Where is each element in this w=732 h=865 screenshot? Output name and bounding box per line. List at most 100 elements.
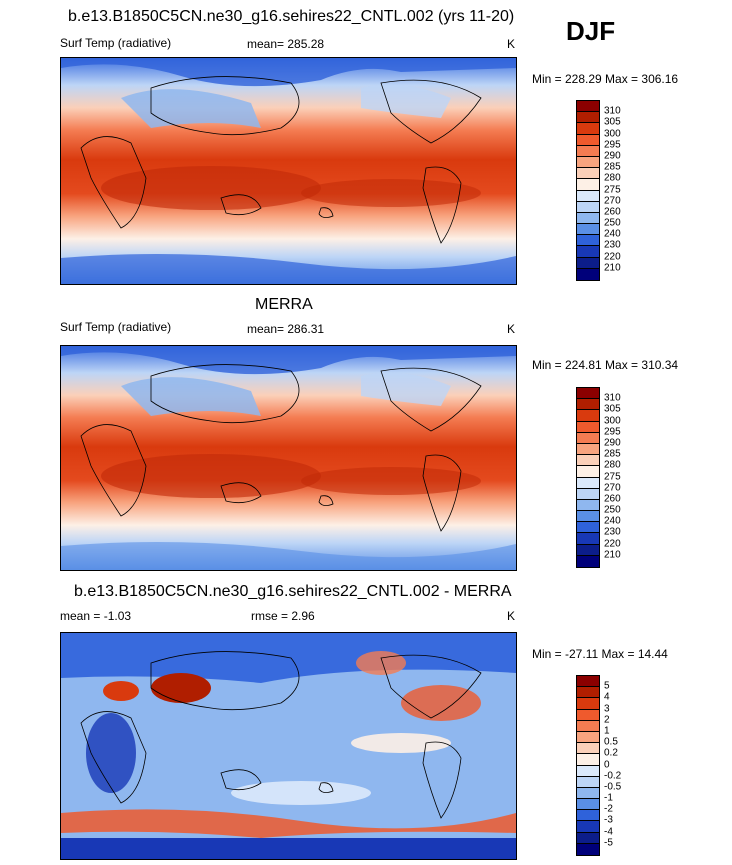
panel3-colorbar xyxy=(576,675,600,856)
colorbar-swatch xyxy=(577,432,599,444)
colorbar-swatch xyxy=(577,466,599,478)
colorbar-tick-label: -0.5 xyxy=(604,781,622,793)
colorbar-tick-label: 290 xyxy=(604,150,621,162)
colorbar-swatch xyxy=(577,212,599,225)
colorbar-swatch xyxy=(577,410,599,422)
panel1-units-label: K xyxy=(507,37,516,51)
colorbar-swatch xyxy=(577,156,599,169)
panel1-variable-label: Surf Temp (radiative) xyxy=(60,36,172,50)
colorbar-tick-label: 270 xyxy=(604,195,621,207)
colorbar-swatch xyxy=(577,268,599,280)
colorbar-tick-label: 275 xyxy=(604,471,621,482)
colorbar-swatch xyxy=(577,477,599,489)
colorbar-tick-label: 210 xyxy=(604,549,621,561)
colorbar-swatch xyxy=(577,754,599,766)
colorbar-tick-label: 230 xyxy=(604,239,621,251)
colorbar-swatch xyxy=(577,511,599,523)
colorbar-swatch xyxy=(577,101,599,113)
season-label: DJF xyxy=(566,16,616,46)
colorbar-swatch xyxy=(577,134,599,146)
panel2-mean-label: mean= 286.31 xyxy=(247,322,325,336)
colorbar-tick-label: 280 xyxy=(604,172,621,184)
colorbar-swatch xyxy=(577,499,599,512)
colorbar-swatch xyxy=(577,399,599,411)
colorbar-swatch xyxy=(577,123,599,135)
panel2-map xyxy=(60,345,517,571)
panel3-title: b.e13.B1850C5CN.ne30_g16.sehires22_CNTL.… xyxy=(74,583,512,600)
colorbar-tick-label: 220 xyxy=(604,251,621,263)
colorbar-swatch xyxy=(577,709,599,721)
colorbar-tick-label: 230 xyxy=(604,526,621,538)
colorbar-tick-label: -1 xyxy=(604,792,613,804)
colorbar-tick-label: 0.2 xyxy=(604,747,618,759)
colorbar-swatch xyxy=(577,731,599,744)
panel2-title: MERRA xyxy=(255,296,313,313)
panel3-map xyxy=(60,632,517,860)
colorbar-swatch xyxy=(577,455,599,467)
colorbar-swatch xyxy=(577,190,599,202)
colorbar-tick-label: 250 xyxy=(604,504,621,516)
colorbar-tick-label: 0.5 xyxy=(604,736,618,748)
colorbar-swatch xyxy=(577,112,599,124)
colorbar-tick-label: 260 xyxy=(604,493,621,505)
colorbar-tick-label: 3 xyxy=(604,703,610,715)
panel1-map xyxy=(60,57,517,285)
colorbar-swatch xyxy=(577,522,599,534)
colorbar-tick-label: -4 xyxy=(604,826,613,838)
colorbar-tick-label: 240 xyxy=(604,515,621,527)
panel3-rmse-label: rmse = 2.96 xyxy=(251,609,315,623)
colorbar-tick-label: 280 xyxy=(604,459,621,471)
colorbar-swatch xyxy=(577,787,599,800)
colorbar-swatch xyxy=(577,698,599,710)
colorbar-swatch xyxy=(577,832,599,844)
colorbar-tick-label: 295 xyxy=(604,139,621,151)
panel1-colorbar xyxy=(576,100,600,281)
panel1-minmax-label: Min = 228.29 Max = 306.16 xyxy=(532,72,679,86)
panel3-minmax-label: Min = -27.11 Max = 14.44 xyxy=(532,647,668,661)
colorbar-swatch xyxy=(577,810,599,822)
colorbar-swatch xyxy=(577,821,599,833)
panel1-title: b.e13.B1850C5CN.ne30_g16.sehires22_CNTL.… xyxy=(68,8,515,25)
colorbar-swatch xyxy=(577,799,599,811)
panel3-units-label: K xyxy=(507,609,516,623)
colorbar-swatch xyxy=(577,388,599,400)
panel2-units-label: K xyxy=(507,322,516,336)
colorbar-tick-label: 2 xyxy=(604,714,610,726)
colorbar-swatch xyxy=(577,533,599,545)
colorbar-swatch xyxy=(577,676,599,688)
colorbar-tick-label: 285 xyxy=(604,161,621,173)
colorbar-swatch xyxy=(577,765,599,777)
colorbar-swatch xyxy=(577,145,599,157)
colorbar-swatch xyxy=(577,257,599,269)
panel3-mean-label: mean = -1.03 xyxy=(60,609,132,623)
colorbar-swatch xyxy=(577,687,599,699)
colorbar-tick-label: 290 xyxy=(604,437,621,449)
colorbar-swatch xyxy=(577,544,599,556)
colorbar-swatch xyxy=(577,443,599,456)
colorbar-tick-label: 295 xyxy=(604,426,621,438)
panel1-mean-label: mean= 285.28 xyxy=(247,37,325,51)
colorbar-swatch xyxy=(577,235,599,247)
colorbar-tick-label: 5 xyxy=(604,680,610,692)
colorbar-swatch xyxy=(577,776,599,788)
colorbar-tick-label: 1 xyxy=(604,725,610,737)
colorbar-tick-label: -2 xyxy=(604,803,613,815)
colorbar-swatch xyxy=(577,224,599,236)
colorbar-swatch xyxy=(577,555,599,567)
colorbar-tick-label: 210 xyxy=(604,262,621,274)
panel2-minmax-label: Min = 224.81 Max = 310.34 xyxy=(532,358,679,372)
colorbar-tick-label: 305 xyxy=(604,403,621,415)
colorbar-tick-label: 285 xyxy=(604,448,621,460)
colorbar-tick-label: 220 xyxy=(604,538,621,550)
colorbar-tick-label: 4 xyxy=(604,691,610,703)
colorbar-swatch xyxy=(577,421,599,433)
colorbar-tick-label: 240 xyxy=(604,228,621,240)
colorbar-tick-label: 310 xyxy=(604,392,621,404)
colorbar-tick-label: 300 xyxy=(604,415,621,427)
colorbar-swatch xyxy=(577,179,599,191)
colorbar-swatch xyxy=(577,843,599,855)
colorbar-tick-label: 250 xyxy=(604,217,621,229)
colorbar-tick-label: 305 xyxy=(604,116,621,128)
colorbar-tick-label: 0 xyxy=(604,759,610,770)
panel2-variable-label: Surf Temp (radiative) xyxy=(60,320,172,334)
